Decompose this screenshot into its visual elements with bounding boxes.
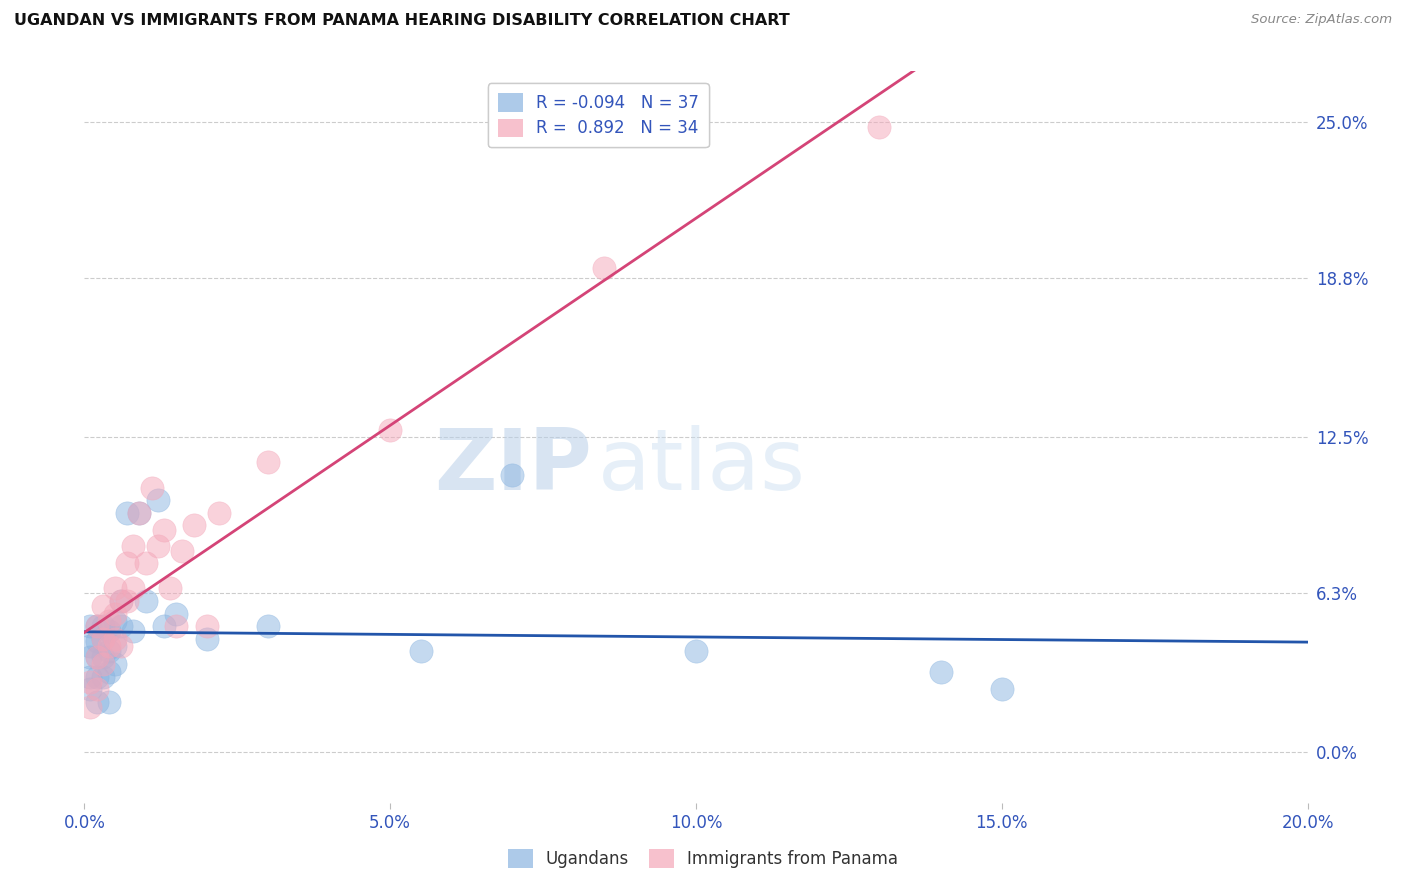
Point bbox=[593, 261, 616, 276]
Point bbox=[110, 594, 132, 608]
Point bbox=[97, 614, 120, 628]
Point bbox=[97, 644, 120, 658]
Point bbox=[115, 506, 138, 520]
Text: UGANDAN VS IMMIGRANTS FROM PANAMA HEARING DISABILITY CORRELATION CHART: UGANDAN VS IMMIGRANTS FROM PANAMA HEARIN… bbox=[14, 13, 790, 29]
Point bbox=[110, 640, 132, 654]
Point bbox=[91, 649, 114, 664]
Point bbox=[869, 120, 891, 134]
Legend: Ugandans, Immigrants from Panama: Ugandans, Immigrants from Panama bbox=[501, 843, 905, 875]
Point bbox=[183, 518, 205, 533]
Point bbox=[91, 599, 114, 613]
Point bbox=[104, 632, 127, 646]
Point bbox=[79, 682, 101, 697]
Point bbox=[128, 506, 150, 520]
Point bbox=[79, 674, 101, 689]
Point bbox=[86, 619, 108, 633]
Point bbox=[685, 644, 707, 658]
Point bbox=[97, 695, 120, 709]
Point bbox=[159, 582, 181, 596]
Point bbox=[115, 556, 138, 570]
Point bbox=[409, 644, 432, 658]
Point bbox=[97, 624, 120, 639]
Point bbox=[122, 582, 145, 596]
Point bbox=[195, 619, 218, 633]
Point bbox=[79, 700, 101, 714]
Point bbox=[165, 607, 187, 621]
Point bbox=[153, 619, 176, 633]
Point bbox=[208, 506, 231, 520]
Point bbox=[97, 640, 120, 654]
Point bbox=[104, 582, 127, 596]
Point bbox=[91, 670, 114, 684]
Point bbox=[110, 594, 132, 608]
Point bbox=[104, 607, 127, 621]
Point bbox=[86, 670, 108, 684]
Point bbox=[97, 665, 120, 679]
Point bbox=[257, 619, 280, 633]
Point bbox=[929, 665, 952, 679]
Point bbox=[86, 649, 108, 664]
Point bbox=[146, 539, 169, 553]
Y-axis label: Hearing Disability: Hearing Disability bbox=[0, 363, 8, 511]
Point bbox=[86, 682, 108, 697]
Point bbox=[79, 619, 101, 633]
Point bbox=[195, 632, 218, 646]
Point bbox=[172, 543, 194, 558]
Point bbox=[86, 695, 108, 709]
Point bbox=[86, 649, 108, 664]
Point bbox=[122, 539, 145, 553]
Point bbox=[104, 657, 127, 671]
Point bbox=[502, 467, 524, 482]
Point bbox=[79, 649, 101, 664]
Point bbox=[115, 594, 138, 608]
Point bbox=[141, 481, 163, 495]
Point bbox=[110, 619, 132, 633]
Point bbox=[104, 614, 127, 628]
Point bbox=[86, 619, 108, 633]
Point bbox=[91, 632, 114, 646]
Point bbox=[91, 657, 114, 671]
Point bbox=[104, 640, 127, 654]
Point bbox=[257, 455, 280, 469]
Point bbox=[380, 423, 402, 437]
Point bbox=[135, 594, 157, 608]
Point bbox=[79, 670, 101, 684]
Point bbox=[153, 524, 176, 538]
Point bbox=[91, 619, 114, 633]
Point bbox=[122, 624, 145, 639]
Point bbox=[91, 632, 114, 646]
Point bbox=[135, 556, 157, 570]
Text: Source: ZipAtlas.com: Source: ZipAtlas.com bbox=[1251, 13, 1392, 27]
Point bbox=[79, 640, 101, 654]
Point bbox=[128, 506, 150, 520]
Point bbox=[991, 682, 1014, 697]
Point bbox=[86, 634, 108, 648]
Text: atlas: atlas bbox=[598, 425, 806, 508]
Point bbox=[165, 619, 187, 633]
Text: ZIP: ZIP bbox=[434, 425, 592, 508]
Point bbox=[146, 493, 169, 508]
Legend: R = -0.094   N = 37, R =  0.892   N = 34: R = -0.094 N = 37, R = 0.892 N = 34 bbox=[488, 83, 709, 147]
